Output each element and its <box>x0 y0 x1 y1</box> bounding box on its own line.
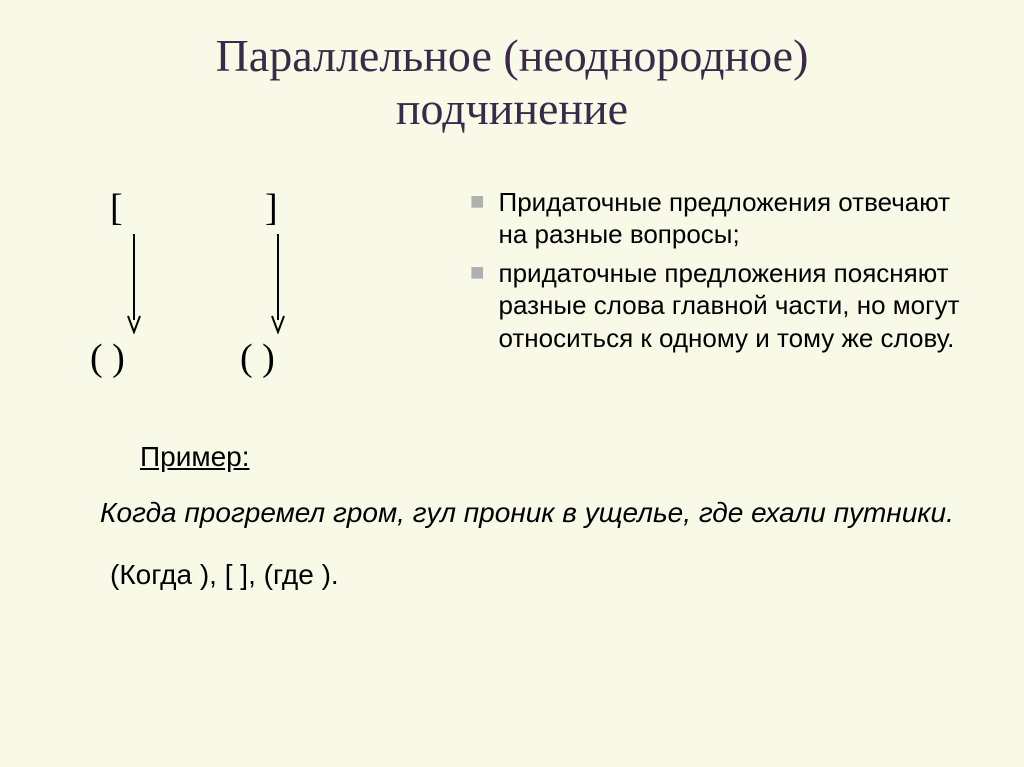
bullet-item: ■ Придаточные предложения отвечают на ра… <box>470 186 974 251</box>
arrow-left <box>126 234 142 334</box>
slide-container: Параллельное (неоднородное) подчинение [… <box>0 0 1024 767</box>
bullet-marker-icon: ■ <box>470 257 485 355</box>
subordination-diagram: [ ] ( ) ( ) <box>100 186 440 386</box>
content-row: [ ] ( ) ( ) ■ Придаточные пр <box>50 186 974 386</box>
paren-left: ( ) <box>90 336 125 380</box>
bullet-item: ■ придаточные предложения поясняют разны… <box>470 257 974 355</box>
arrow-right <box>270 234 286 334</box>
example-label: Пример: <box>140 441 974 473</box>
bullet-list: ■ Придаточные предложения отвечают на ра… <box>470 186 974 361</box>
title-line-2: подчинение <box>396 83 628 134</box>
bullet-text: придаточные предложения поясняют разные … <box>499 257 975 355</box>
example-block: Пример: Когда прогремел гром, гул проник… <box>140 441 974 591</box>
example-scheme: (Когда ), [ ], (где ). <box>110 559 974 591</box>
bullet-marker-icon: ■ <box>470 186 485 251</box>
slide-title: Параллельное (неоднородное) подчинение <box>50 30 974 136</box>
example-sentence: Когда прогремел гром, гул проник в ущель… <box>100 495 974 531</box>
paren-right: ( ) <box>240 336 275 380</box>
title-line-1: Параллельное (неоднородное) <box>216 30 809 81</box>
bracket-open: [ <box>110 186 123 230</box>
bullet-text: Придаточные предложения отвечают на разн… <box>499 186 975 251</box>
bracket-close: ] <box>265 186 278 230</box>
